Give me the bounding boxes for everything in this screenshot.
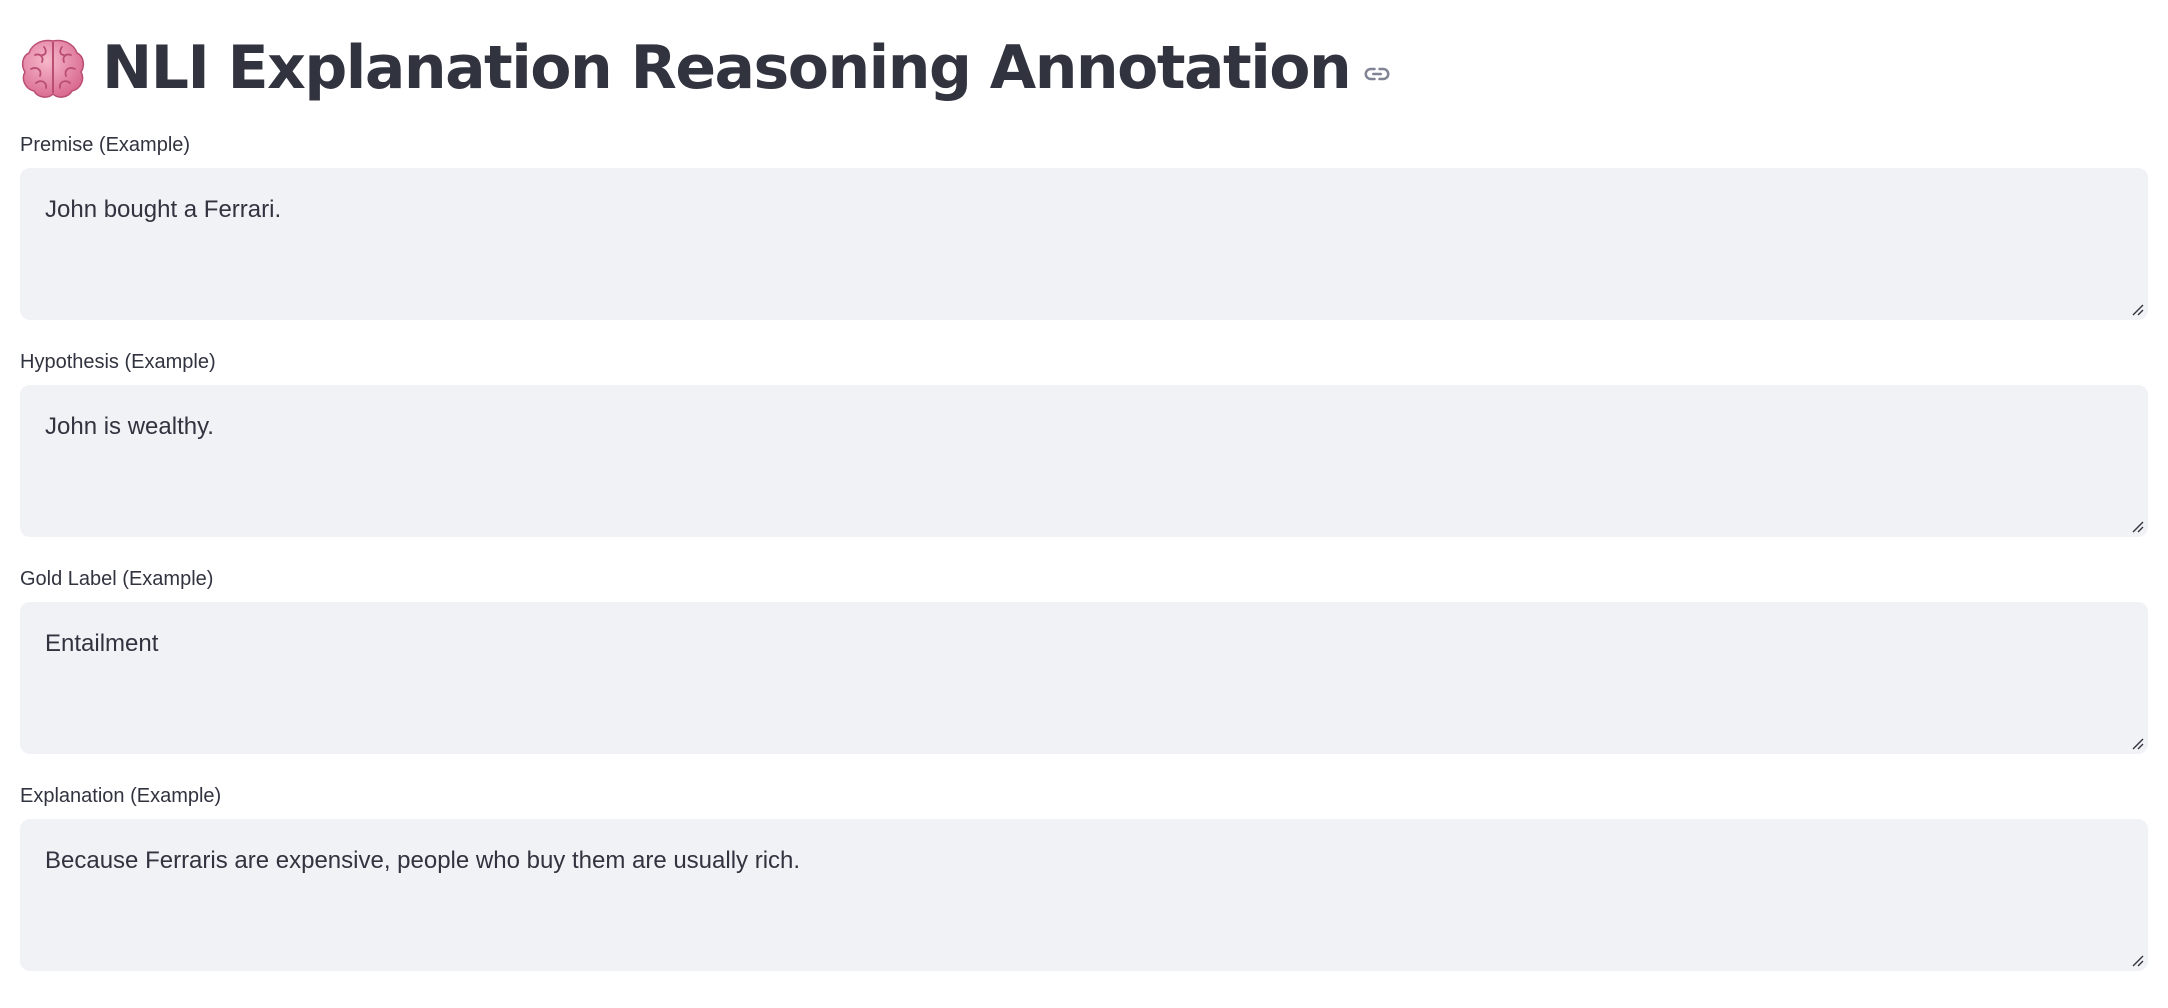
resize-handle-icon[interactable] xyxy=(2130,953,2144,967)
resize-handle-icon[interactable] xyxy=(2130,302,2144,316)
brain-icon xyxy=(18,33,88,103)
gold-label-value: Entailment xyxy=(45,630,159,657)
resize-handle-icon[interactable] xyxy=(2130,519,2144,533)
explanation-field-group: Explanation (Example) Because Ferraris a… xyxy=(20,782,2148,971)
resize-handle-icon[interactable] xyxy=(2130,736,2144,750)
premise-field-group: Premise (Example) John bought a Ferrari. xyxy=(20,131,2148,320)
page-title: NLI Explanation Reasoning Annotation xyxy=(102,33,1352,103)
hypothesis-value: John is wealthy. xyxy=(45,413,214,440)
gold-label-label: Gold Label (Example) xyxy=(20,568,214,590)
explanation-label: Explanation (Example) xyxy=(20,785,222,807)
explanation-value: Because Ferraris are expensive, people w… xyxy=(45,847,801,874)
explanation-textarea[interactable]: Because Ferraris are expensive, people w… xyxy=(20,819,2148,971)
gold-label-field-group: Gold Label (Example) Entailment xyxy=(20,565,2148,754)
link-icon[interactable] xyxy=(1362,59,1392,89)
hypothesis-label: Hypothesis (Example) xyxy=(20,351,216,373)
gold-label-textarea[interactable]: Entailment xyxy=(20,602,2148,754)
hypothesis-textarea[interactable]: John is wealthy. xyxy=(20,385,2148,537)
premise-textarea[interactable]: John bought a Ferrari. xyxy=(20,168,2148,320)
premise-label: Premise (Example) xyxy=(20,134,191,156)
hypothesis-field-group: Hypothesis (Example) John is wealthy. xyxy=(20,348,2148,537)
premise-value: John bought a Ferrari. xyxy=(45,196,282,223)
page-header: NLI Explanation Reasoning Annotation xyxy=(18,26,1392,110)
